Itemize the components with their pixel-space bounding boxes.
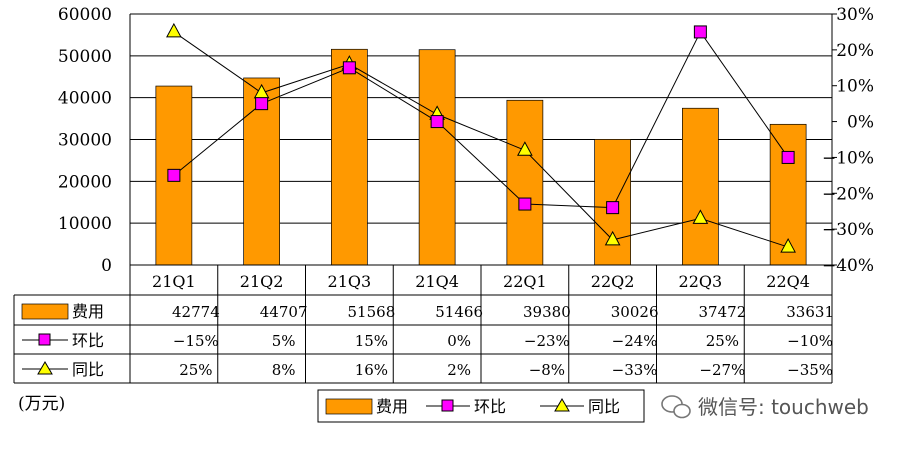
- left-tick-label: 20000: [58, 172, 112, 192]
- category-label: 22Q2: [591, 272, 635, 291]
- bar: [331, 48, 368, 266]
- table-cell: −24%: [612, 332, 658, 350]
- bar-series: [155, 48, 807, 266]
- table-cell: 0%: [447, 332, 471, 350]
- bar: [418, 49, 456, 266]
- right-tick-label: 0%: [847, 113, 874, 133]
- legend: 费用 环比 同比: [317, 389, 645, 423]
- qoq-point: [167, 168, 181, 182]
- category-label: 22Q3: [679, 272, 723, 291]
- row-label-qoq: 环比: [72, 331, 104, 350]
- left-tick-label: 50000: [58, 47, 112, 67]
- right-tick-label: 30%: [836, 5, 874, 25]
- right-tick-label: −40%: [822, 256, 874, 276]
- row-label-yoy: 同比: [72, 360, 104, 379]
- qoq-point: [342, 61, 356, 75]
- yoy-point: [604, 230, 621, 246]
- yoy-point: [780, 238, 796, 253]
- bar: [506, 99, 544, 266]
- category-label: 22Q1: [503, 272, 547, 291]
- left-tick-label: 10000: [58, 214, 112, 234]
- table-cell: 37472: [699, 303, 747, 321]
- legend-yoy-marker: [554, 398, 570, 412]
- row-label-expense: 费用: [72, 302, 104, 321]
- table-cell: 2%: [447, 361, 471, 379]
- unit-label: (万元): [18, 394, 65, 414]
- yoy-point: [517, 141, 533, 156]
- qoq-point: [606, 201, 620, 215]
- qoq-point: [255, 97, 269, 111]
- table-cell: 25%: [179, 361, 212, 379]
- table-cell: 15%: [355, 332, 388, 350]
- category-label: 21Q4: [415, 272, 459, 291]
- yoy-line: [173, 31, 789, 248]
- qoq-point: [781, 150, 795, 164]
- table-cell: −23%: [524, 332, 570, 350]
- table-cell: 39380: [523, 303, 571, 321]
- row-bar-swatch: [21, 303, 69, 320]
- table-cell: 16%: [355, 361, 388, 379]
- table-cell: 8%: [272, 361, 296, 379]
- table-cell: −10%: [787, 332, 833, 350]
- table-cell: 51568: [348, 303, 396, 321]
- yoy-point: [166, 22, 182, 38]
- category-label: 22Q4: [766, 272, 810, 291]
- table-cell: −33%: [612, 361, 658, 379]
- right-axis: 30% 20% 10% 0% −10% −20% −30% −40%: [822, 5, 874, 276]
- legend-bar-label: 费用: [376, 397, 408, 416]
- left-tick-label: 0: [101, 256, 112, 276]
- legend-qoq-marker: [441, 399, 454, 412]
- right-tick-label: 20%: [836, 41, 874, 61]
- watermark-text: 微信号: touchweb: [698, 395, 869, 419]
- qoq-point: [430, 115, 444, 129]
- table-cell: 33631: [786, 303, 834, 321]
- qoq-point: [518, 197, 532, 211]
- table-cell: 30026: [611, 303, 659, 321]
- row-qoq-marker: [38, 333, 51, 346]
- watermark: 微信号: touchweb: [661, 395, 869, 419]
- qoq-point: [693, 25, 707, 39]
- category-label: 21Q3: [328, 272, 372, 291]
- table-cell: 5%: [272, 332, 296, 350]
- left-tick-label: 60000: [58, 5, 112, 25]
- yoy-point: [692, 209, 709, 224]
- bar: [682, 107, 719, 266]
- legend-yoy-label: 同比: [588, 397, 620, 416]
- category-label: 21Q1: [152, 272, 196, 291]
- table-cell: 51466: [435, 303, 483, 321]
- row-yoy-marker: [37, 361, 53, 375]
- table-cell: −15%: [173, 332, 219, 350]
- table-cell: −27%: [699, 361, 745, 379]
- right-tick-label: −30%: [822, 220, 874, 240]
- table-cell: −8%: [529, 361, 565, 379]
- left-axis: 0 10000 20000 30000 40000 50000 60000: [58, 5, 112, 276]
- left-tick-label: 30000: [58, 131, 112, 151]
- table-cell: 44707: [260, 303, 308, 321]
- legend-bar-swatch: [325, 398, 373, 415]
- right-tick-label: −10%: [822, 148, 874, 168]
- right-tick-label: 10%: [836, 77, 874, 97]
- wechat-icon: [661, 395, 691, 419]
- category-label: 21Q2: [240, 272, 284, 291]
- table-cell: −35%: [787, 361, 833, 379]
- table-cell: 25%: [706, 332, 739, 350]
- legend-qoq-label: 环比: [474, 397, 506, 416]
- line-series: [166, 22, 796, 253]
- left-tick-label: 40000: [58, 89, 112, 109]
- right-tick-label: −20%: [822, 184, 874, 204]
- bar: [155, 85, 193, 266]
- qoq-line: [173, 30, 789, 209]
- table-cell: 42774: [172, 303, 220, 321]
